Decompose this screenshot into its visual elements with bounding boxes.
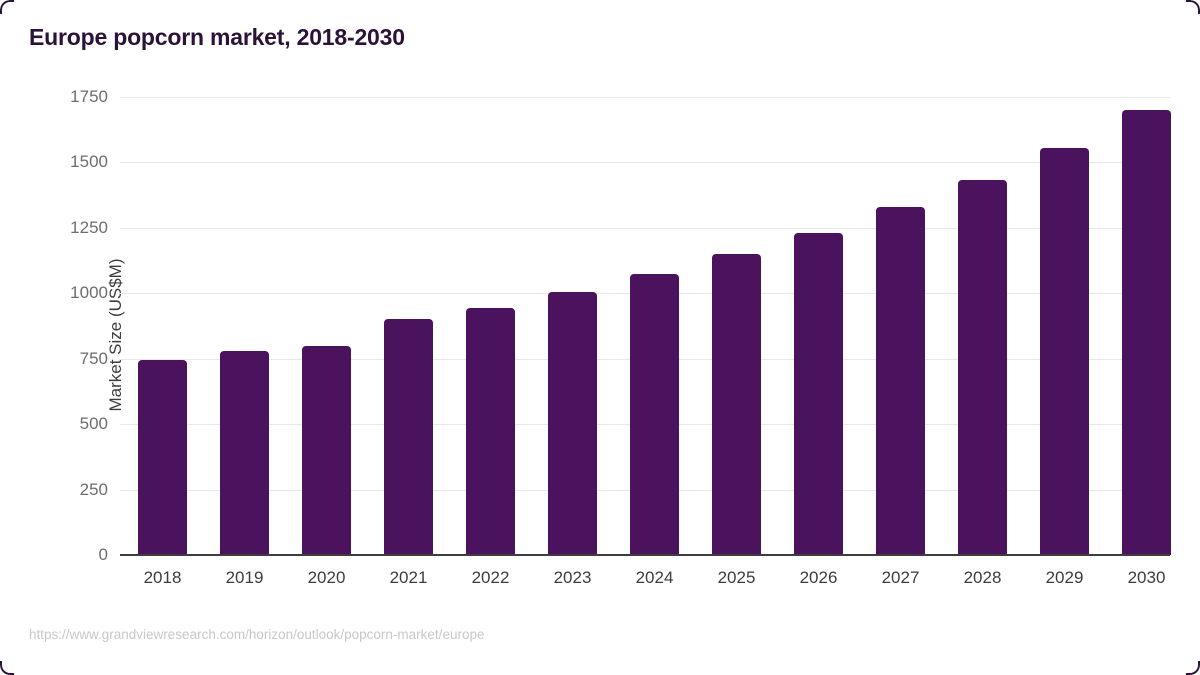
bar[interactable] <box>876 207 925 555</box>
bar[interactable] <box>384 318 433 555</box>
x-tick-label: 2028 <box>963 568 1002 587</box>
y-axis-tick-labels: 0 250 500 750 1000 1250 1500 1750 <box>0 0 108 675</box>
x-tick-label: 2026 <box>799 568 838 587</box>
y-tick-label: 0 <box>98 545 108 564</box>
y-tick-label: 1500 <box>70 152 108 172</box>
gridline <box>120 162 1170 164</box>
plot-area <box>120 97 1171 555</box>
x-tick-label: 2019 <box>225 568 264 587</box>
gridline <box>120 227 1170 229</box>
x-axis-line <box>120 554 1170 556</box>
x-tick-label: 2025 <box>717 568 756 587</box>
x-tick-label: 2024 <box>635 568 674 587</box>
x-tick-label: 2021 <box>389 568 428 587</box>
bar[interactable] <box>220 351 269 555</box>
bar[interactable] <box>1040 147 1089 555</box>
bar[interactable] <box>302 345 351 555</box>
y-tick-label: 1250 <box>70 217 108 237</box>
y-tick-label: 250 <box>79 479 108 499</box>
bar[interactable] <box>1122 110 1171 555</box>
x-tick-label: 2023 <box>553 568 592 587</box>
y-tick-label: 500 <box>79 414 108 434</box>
bar[interactable] <box>794 233 843 555</box>
x-tick-label: 2022 <box>471 568 510 587</box>
x-tick-label: 2020 <box>307 568 346 587</box>
x-tick-label: 2030 <box>1127 568 1166 587</box>
chart-title: Europe popcorn market, 2018-2030 <box>29 24 405 50</box>
y-tick-label: 1750 <box>70 87 108 106</box>
y-tick-label: 1000 <box>70 283 108 303</box>
bar[interactable] <box>466 307 515 555</box>
bar[interactable] <box>630 273 679 555</box>
x-tick-label: 2029 <box>1045 568 1084 587</box>
bar[interactable] <box>712 254 761 555</box>
x-tick-label: 2027 <box>881 568 920 587</box>
bar[interactable] <box>138 360 187 555</box>
y-tick-label: 750 <box>79 348 108 368</box>
x-tick-label: 2018 <box>143 568 182 587</box>
source-url[interactable]: https://www.grandviewresearch.com/horizo… <box>29 627 485 642</box>
card-corner-bottom-right <box>1186 661 1200 675</box>
bar[interactable] <box>548 291 597 555</box>
card-corner-top-right <box>1186 0 1200 14</box>
gridline <box>120 97 1170 98</box>
bar[interactable] <box>958 179 1007 555</box>
